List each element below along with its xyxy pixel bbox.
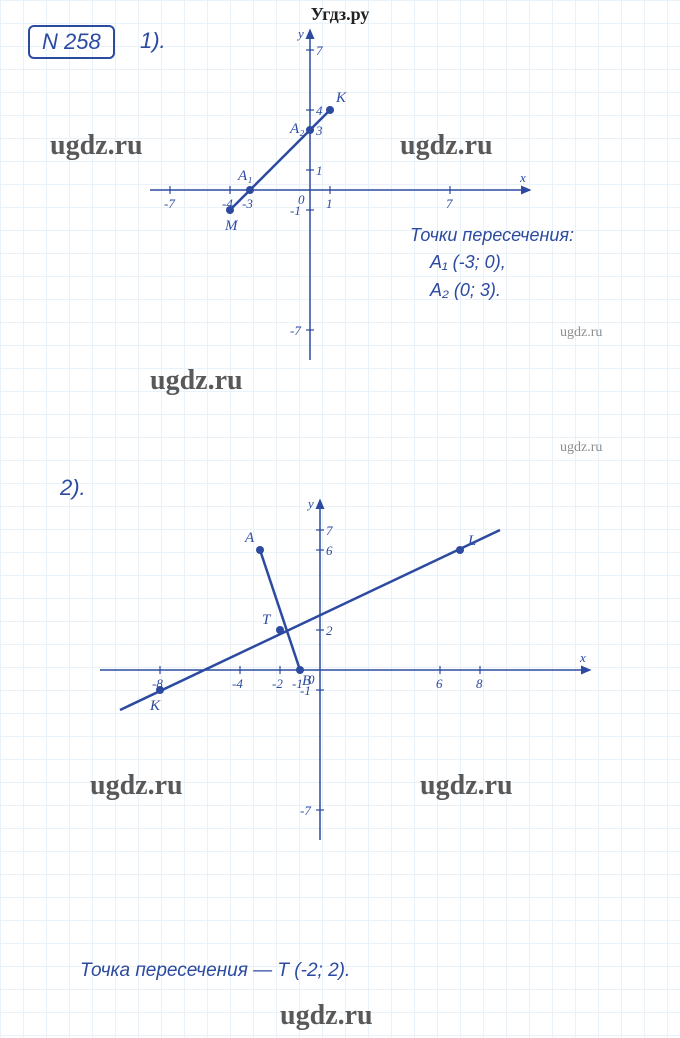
x-tick-label: -4 bbox=[232, 676, 243, 691]
point-label-M: M bbox=[224, 218, 239, 234]
watermark-small: ugdz.ru bbox=[560, 325, 602, 341]
watermark: ugdz.ru bbox=[50, 130, 143, 162]
y-tick-label: -7 bbox=[300, 803, 311, 818]
axis-y-label: y bbox=[306, 496, 314, 511]
point-label-T: T bbox=[262, 612, 272, 628]
y-tick-label: 2 bbox=[326, 623, 333, 638]
point-label-K: K bbox=[335, 90, 347, 106]
point-label-A1: A₁ bbox=[237, 168, 252, 184]
x-tick-label: -2 bbox=[272, 676, 283, 691]
part1-answer-line1: A₁ (-3; 0), bbox=[430, 252, 506, 273]
x-tick-label: 1 bbox=[326, 196, 333, 211]
y-tick-label: 7 bbox=[326, 523, 333, 538]
watermark: ugdz.ru bbox=[280, 1000, 373, 1032]
axis-y-label: y bbox=[296, 26, 304, 41]
y-tick-label: 1 bbox=[316, 163, 323, 178]
point-label-B: B bbox=[302, 673, 311, 689]
x-tick-label: -7 bbox=[164, 196, 175, 211]
watermark: ugdz.ru bbox=[420, 770, 513, 802]
x-tick-label: -3 bbox=[242, 196, 253, 211]
axis-x-label: x bbox=[579, 650, 586, 665]
point-label-A2: A₂ bbox=[289, 121, 304, 137]
watermark: ugdz.ru bbox=[150, 365, 243, 397]
x-tick-label: 7 bbox=[446, 196, 453, 211]
watermark: ugdz.ru bbox=[90, 770, 183, 802]
axis-x-label: x bbox=[519, 170, 526, 185]
problem-number: N 258 bbox=[28, 25, 115, 59]
graph-1: -7 -4 -3 1 7 -1 1 3 4 7 -7 0 x y M K A₁ … bbox=[140, 20, 540, 370]
part2-answer: Точка пересечения — T (-2; 2). bbox=[80, 960, 350, 982]
point-label-L: L bbox=[467, 533, 476, 549]
y-tick-label: -7 bbox=[290, 323, 301, 338]
part1-answer-title: Точки пересечения: bbox=[410, 225, 574, 246]
x-tick-label: 6 bbox=[436, 676, 443, 691]
point-label-A: A bbox=[244, 530, 255, 546]
watermark: ugdz.ru bbox=[400, 130, 493, 162]
y-tick-label: 4 bbox=[316, 103, 323, 118]
origin-label: 0 bbox=[298, 192, 305, 207]
y-tick-label: 6 bbox=[326, 543, 333, 558]
y-tick-label: 7 bbox=[316, 43, 323, 58]
part1-answer-line2: A₂ (0; 3). bbox=[430, 280, 501, 301]
point-label-K: K bbox=[149, 698, 161, 714]
x-tick-label: 8 bbox=[476, 676, 483, 691]
watermark-small: ugdz.ru bbox=[560, 440, 602, 456]
